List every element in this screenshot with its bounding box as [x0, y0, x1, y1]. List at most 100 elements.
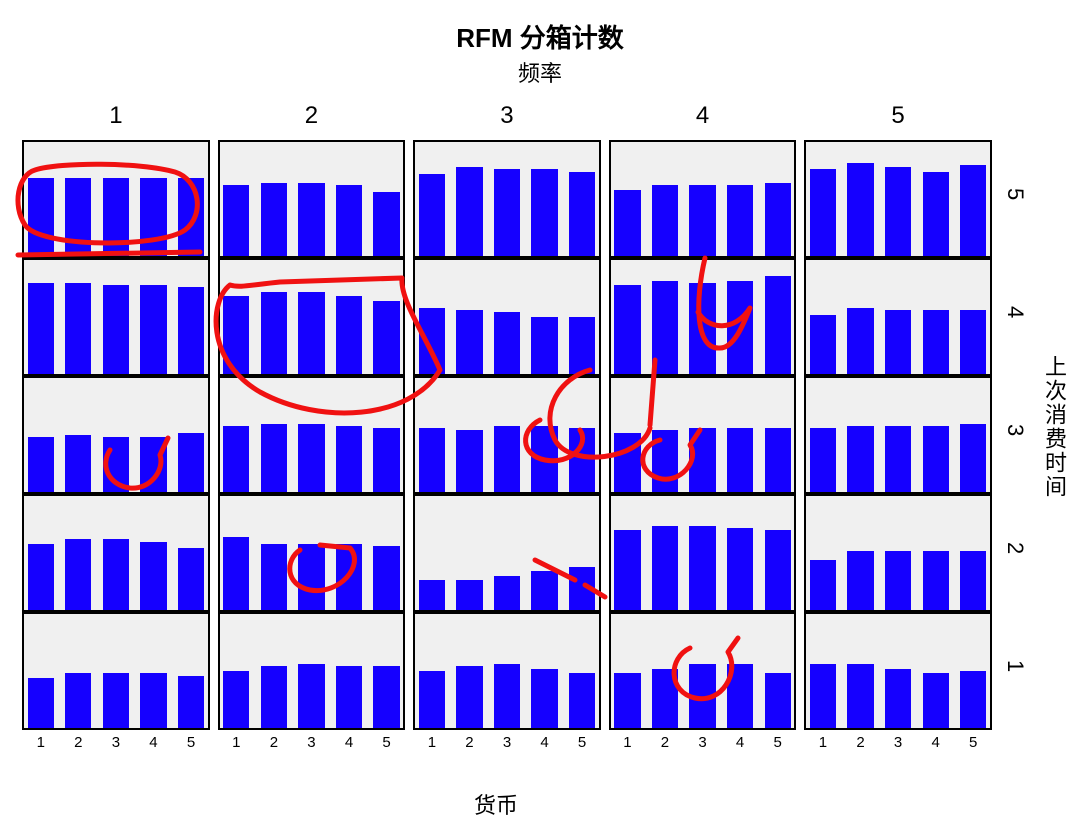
chart-main-title: RFM 分箱计数	[0, 18, 1080, 55]
bar	[223, 537, 249, 610]
bar	[960, 310, 986, 374]
bar	[373, 666, 399, 728]
bar	[614, 530, 640, 610]
bar	[847, 426, 873, 492]
cell-r4-c4	[804, 612, 992, 730]
cell-r2-c3	[609, 376, 797, 494]
xtick-label: 5	[759, 734, 797, 751]
bar	[727, 528, 753, 610]
xtick-label: 5	[368, 734, 406, 751]
xtick-label: 3	[97, 734, 135, 751]
bar	[765, 276, 791, 374]
cell-r0-c0	[22, 140, 210, 258]
bar	[810, 428, 836, 492]
xtick-label: 2	[646, 734, 684, 751]
cell-r3-c3	[609, 494, 797, 612]
bar	[178, 548, 204, 610]
bar	[178, 433, 204, 492]
bar	[531, 169, 557, 256]
col-header-2: 2	[218, 102, 406, 130]
bar	[810, 664, 836, 728]
bar	[223, 185, 249, 256]
bar	[569, 428, 595, 492]
bar	[885, 310, 911, 374]
bar	[103, 673, 129, 728]
bar	[689, 283, 715, 374]
bar	[885, 669, 911, 728]
bar	[727, 428, 753, 492]
bar	[373, 301, 399, 374]
bar	[103, 285, 129, 374]
xtick-label: 1	[609, 734, 647, 751]
xtick-label: 3	[488, 734, 526, 751]
cell-r1-c1	[218, 258, 406, 376]
bar	[419, 671, 445, 728]
col-header-4: 4	[609, 102, 797, 130]
bar	[727, 664, 753, 728]
bar	[923, 310, 949, 374]
bar	[652, 669, 678, 728]
bar	[373, 546, 399, 610]
bar	[569, 317, 595, 374]
bar	[178, 287, 204, 374]
bar	[419, 308, 445, 374]
xtick-label: 2	[451, 734, 489, 751]
bar	[298, 664, 324, 728]
cell-r4-c0	[22, 612, 210, 730]
bar	[140, 673, 166, 728]
bar	[140, 285, 166, 374]
col-header-3: 3	[413, 102, 601, 130]
xtick-label: 4	[330, 734, 368, 751]
bar	[178, 676, 204, 728]
bar	[614, 285, 640, 374]
bar	[456, 430, 482, 492]
bar	[28, 678, 54, 728]
bar	[765, 530, 791, 610]
bar	[261, 666, 287, 728]
bar	[652, 430, 678, 492]
bar	[960, 424, 986, 492]
col-header-1: 1	[22, 102, 210, 130]
bar	[765, 183, 791, 256]
bar	[336, 666, 362, 728]
bar	[373, 192, 399, 256]
xtick-label: 2	[60, 734, 98, 751]
bar	[373, 428, 399, 492]
bar	[885, 167, 911, 256]
bar	[336, 296, 362, 374]
bar	[261, 183, 287, 256]
xtick-label: 1	[218, 734, 256, 751]
bar	[923, 426, 949, 492]
bar	[652, 281, 678, 374]
bar	[494, 169, 520, 256]
bar	[336, 544, 362, 610]
bar	[923, 172, 949, 256]
bar	[456, 580, 482, 610]
bar	[456, 310, 482, 374]
bar	[923, 551, 949, 610]
bar	[261, 544, 287, 610]
bar	[531, 426, 557, 492]
bar	[847, 551, 873, 610]
bar	[960, 551, 986, 610]
cell-r3-c1	[218, 494, 406, 612]
bar	[419, 174, 445, 256]
xtick-label: 4	[135, 734, 173, 751]
bar	[494, 576, 520, 610]
cell-r1-c3	[609, 258, 797, 376]
bar	[689, 526, 715, 610]
cell-r2-c0	[22, 376, 210, 494]
row-label-3: 3	[1002, 424, 1028, 436]
bar	[531, 571, 557, 610]
bar	[652, 185, 678, 256]
bar	[298, 183, 324, 256]
bar	[298, 424, 324, 492]
bar	[456, 167, 482, 256]
bar	[765, 428, 791, 492]
xtick-label: 4	[721, 734, 759, 751]
bar	[885, 551, 911, 610]
cell-r4-c2	[413, 612, 601, 730]
bar	[223, 671, 249, 728]
row-label-4: 4	[1002, 306, 1028, 318]
xtick-label: 4	[917, 734, 955, 751]
